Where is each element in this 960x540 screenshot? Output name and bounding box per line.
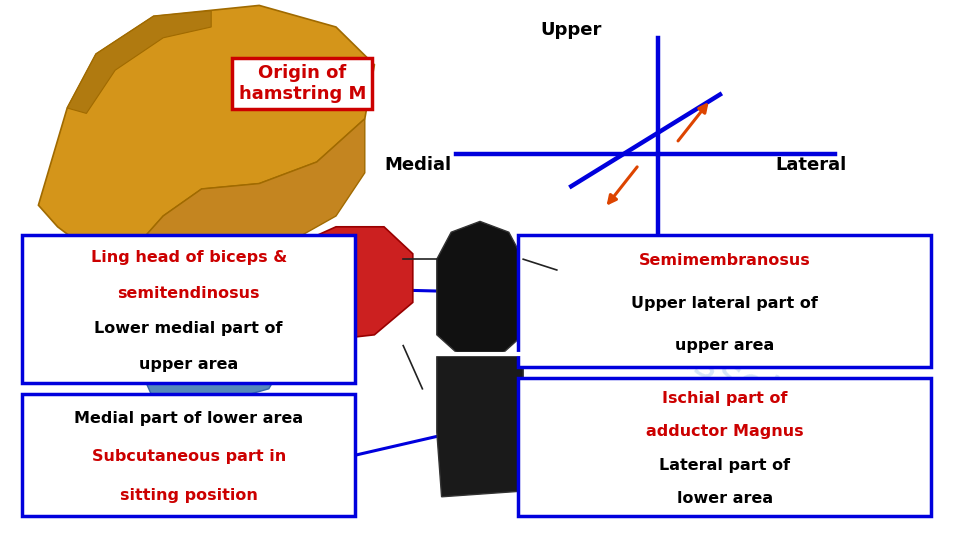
Text: Medial: Medial [384, 156, 451, 174]
Text: Ling head of biceps &: Ling head of biceps & [90, 250, 287, 265]
Text: lower area: lower area [677, 491, 773, 505]
Polygon shape [269, 227, 413, 340]
Polygon shape [67, 11, 211, 113]
Polygon shape [437, 221, 523, 356]
Polygon shape [144, 324, 288, 405]
Text: Upper lateral part of: Upper lateral part of [632, 296, 818, 310]
Polygon shape [125, 119, 365, 281]
Text: Lower medial part of: Lower medial part of [94, 321, 283, 336]
Polygon shape [437, 356, 523, 497]
Text: Subcutaneous part in: Subcutaneous part in [91, 449, 286, 464]
Text: Lateral: Lateral [776, 156, 847, 174]
FancyBboxPatch shape [518, 378, 931, 516]
Text: upper area: upper area [139, 357, 238, 372]
Text: Upper: Upper [540, 21, 602, 39]
Text: adductor Magnus: adductor Magnus [646, 424, 804, 440]
FancyBboxPatch shape [22, 235, 355, 383]
Text: Medial part of lower area: Medial part of lower area [74, 411, 303, 426]
Polygon shape [115, 238, 346, 383]
Text: Inferior: Inferior [572, 239, 647, 258]
Text: Semimembranosus: Semimembranosus [639, 253, 810, 268]
Text: Youssef Hussein: Youssef Hussein [483, 245, 804, 424]
Text: semitendinosus: semitendinosus [117, 286, 260, 301]
FancyBboxPatch shape [22, 394, 355, 516]
Text: Lateral part of: Lateral part of [660, 457, 790, 472]
Polygon shape [38, 5, 374, 259]
FancyBboxPatch shape [518, 235, 931, 367]
Text: Origin of
hamstring M: Origin of hamstring M [239, 64, 366, 103]
Text: upper area: upper area [675, 338, 775, 353]
Text: Ischial part of: Ischial part of [662, 392, 787, 407]
Text: sitting position: sitting position [120, 488, 257, 503]
